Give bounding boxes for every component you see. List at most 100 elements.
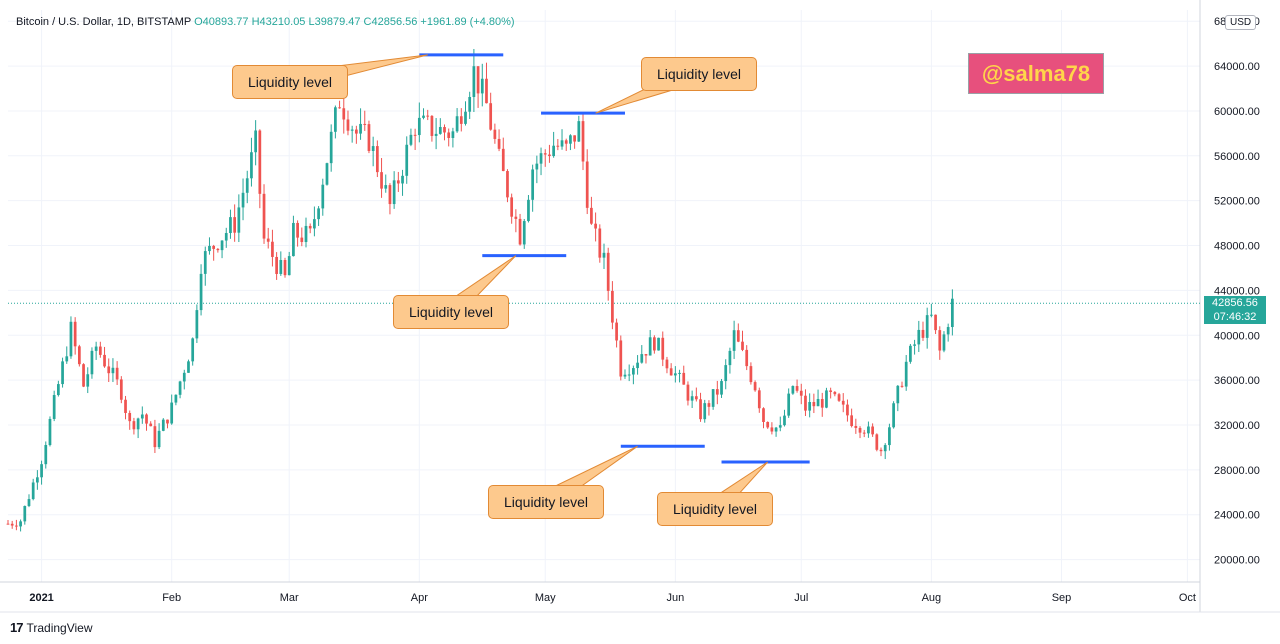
- last-price-tag: 42856.56 07:46:32: [1204, 296, 1266, 325]
- chart-axes: 20000.00 24000.00 28000.00 32000.00 36000.00…: [0, 0, 1280, 613]
- candle-up: [334, 105, 337, 139]
- candle-up: [774, 426, 778, 437]
- candle-up: [527, 195, 530, 223]
- candle-down: [585, 149, 589, 215]
- candle-up: [808, 393, 812, 418]
- candle-down: [900, 381, 904, 388]
- candle-up: [816, 389, 820, 407]
- candle-down: [694, 387, 698, 402]
- brand-name: TradingView: [26, 620, 93, 635]
- liquidity-callout[interactable]: Liquidity level: [393, 295, 509, 329]
- candle-down: [573, 135, 576, 149]
- candle-up: [220, 240, 224, 259]
- candle-up: [917, 320, 921, 353]
- candle-down: [598, 224, 602, 263]
- candle-down: [342, 95, 346, 134]
- candle-up: [182, 369, 186, 390]
- candle-up: [245, 170, 249, 204]
- candle-up: [577, 115, 581, 143]
- candle-down: [375, 140, 379, 178]
- candle-up: [602, 243, 606, 270]
- x-tick-label: Jun: [666, 592, 684, 604]
- liquidity-callout[interactable]: Liquidity level: [488, 485, 604, 519]
- candle-up: [195, 304, 199, 344]
- candle-up: [317, 206, 320, 226]
- candle-down: [644, 353, 648, 364]
- candle-down: [682, 365, 686, 385]
- liquidity-level-lines[interactable]: [419, 53, 810, 464]
- candle-down: [443, 124, 446, 141]
- candle-down: [459, 108, 463, 132]
- candle-down: [804, 389, 807, 416]
- candle-up: [657, 337, 660, 351]
- candle-up: [455, 108, 459, 133]
- liquidity-callout[interactable]: Liquidity level: [232, 65, 348, 99]
- candle-up: [178, 380, 182, 399]
- candle-down: [921, 321, 925, 341]
- candle-up: [472, 48, 476, 113]
- candle-down: [875, 433, 879, 452]
- candle-down: [107, 358, 111, 383]
- candle-up: [720, 378, 723, 398]
- candle-up: [140, 406, 144, 424]
- x-tick-label: Sep: [1052, 592, 1072, 604]
- candle-up: [187, 359, 190, 373]
- candle-up: [904, 355, 908, 391]
- candle-down: [296, 220, 299, 247]
- candle-up: [384, 174, 388, 193]
- liquidity-callout[interactable]: Liquidity level: [641, 57, 757, 91]
- x-tick-label: 2021: [29, 592, 53, 604]
- candle-down: [489, 92, 493, 131]
- candle-up: [304, 217, 308, 248]
- candle-up: [422, 108, 425, 120]
- candle-up: [783, 409, 786, 427]
- candle-down: [363, 110, 367, 131]
- candle-down: [73, 317, 77, 355]
- candle-up: [27, 494, 31, 508]
- candle-up: [648, 330, 652, 356]
- candle-up: [951, 289, 954, 336]
- candle-up: [690, 390, 694, 409]
- candle-up: [791, 385, 795, 395]
- candle-up: [321, 178, 325, 216]
- candle-up: [888, 423, 891, 451]
- candle-down: [271, 229, 274, 267]
- candle-up: [552, 131, 555, 158]
- candle-up: [136, 417, 140, 439]
- candle-down: [850, 408, 853, 428]
- candle-up: [623, 369, 627, 379]
- candle-up: [913, 339, 916, 355]
- candle-down: [858, 426, 862, 439]
- candle-up: [896, 385, 900, 412]
- candle-up: [942, 331, 946, 353]
- candle-up: [946, 323, 950, 342]
- candle-up: [392, 171, 396, 209]
- candle-up: [925, 307, 929, 349]
- last-price-value: 42856.56: [1212, 297, 1258, 310]
- candle-down: [216, 248, 220, 253]
- liquidity-callout[interactable]: Liquidity level: [657, 492, 773, 526]
- candle-down: [766, 421, 770, 429]
- candle-down: [879, 447, 883, 457]
- candle-up: [237, 194, 241, 243]
- x-tick-label: Feb: [162, 592, 181, 604]
- candle-down: [413, 128, 417, 151]
- candle-up: [787, 388, 791, 418]
- candle-down: [300, 227, 304, 247]
- candle-up: [778, 416, 782, 432]
- candle-down: [501, 137, 505, 172]
- candle-up: [23, 505, 27, 525]
- candle-up: [535, 155, 539, 184]
- candle-down: [233, 204, 237, 242]
- currency-badge[interactable]: USD: [1225, 15, 1257, 30]
- candle-down: [829, 387, 833, 399]
- candle-up: [539, 147, 543, 176]
- y-tick-label: 36000.00: [1214, 375, 1260, 387]
- candle-up: [636, 355, 639, 375]
- candle-down: [699, 392, 702, 422]
- candle-down: [380, 158, 383, 198]
- tradingview-brand[interactable]: 17 TradingView: [10, 620, 93, 635]
- tradingview-logo-icon: 17: [10, 620, 24, 635]
- candle-up: [724, 359, 728, 390]
